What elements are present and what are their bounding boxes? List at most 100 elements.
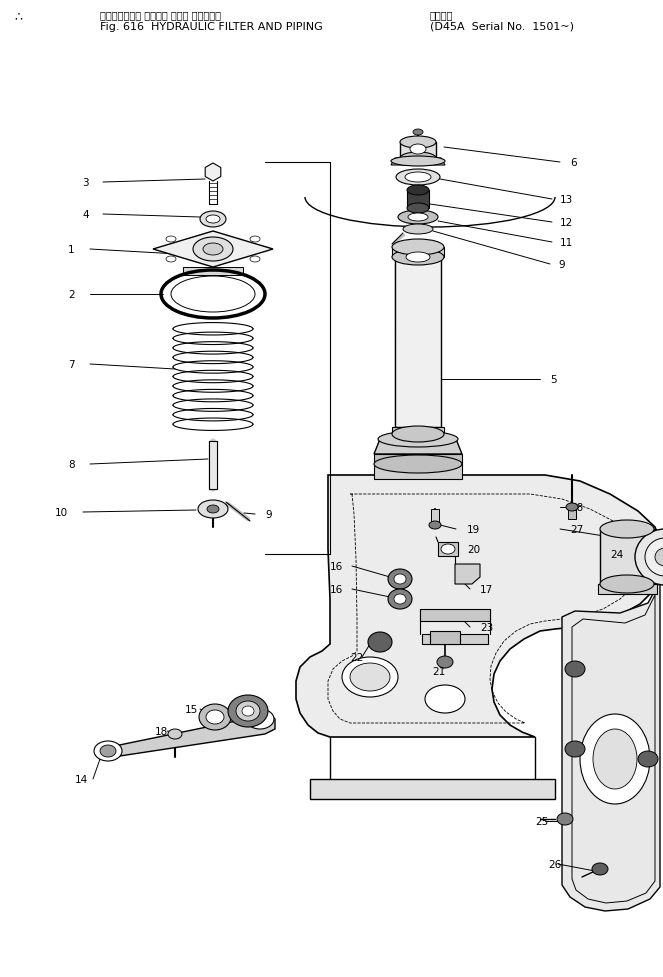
Ellipse shape [166,257,176,263]
Polygon shape [374,454,462,464]
Text: 20: 20 [467,544,480,554]
Ellipse shape [378,432,458,447]
Polygon shape [391,159,445,166]
Polygon shape [422,634,488,645]
Text: (D45A  Serial No.  1501~): (D45A Serial No. 1501~) [430,21,574,32]
Ellipse shape [166,236,176,242]
Text: ハイドロリック フィルタ および パイピング: ハイドロリック フィルタ および パイピング [100,10,221,20]
Bar [431,509,439,526]
Text: 7: 7 [68,360,75,369]
Ellipse shape [557,813,573,826]
Ellipse shape [203,243,223,256]
Text: 4: 4 [82,210,89,220]
Ellipse shape [193,237,233,262]
Ellipse shape [394,574,406,584]
Ellipse shape [638,751,658,767]
Text: 27: 27 [570,525,583,534]
Ellipse shape [242,706,254,716]
Ellipse shape [565,661,585,677]
Text: 24: 24 [610,549,623,560]
Text: 16: 16 [330,584,343,594]
Ellipse shape [392,427,444,443]
Text: 26: 26 [548,859,562,870]
Ellipse shape [400,137,436,149]
Text: 16: 16 [330,562,343,572]
Bar [209,442,217,489]
Text: 2: 2 [68,290,75,300]
Text: 9: 9 [558,260,565,270]
Text: 9: 9 [265,509,272,520]
Ellipse shape [392,239,444,256]
Text: 15: 15 [185,704,198,714]
Text: 適用号機: 適用号機 [430,10,453,20]
Ellipse shape [655,548,663,567]
Ellipse shape [342,658,398,698]
Polygon shape [95,714,275,759]
Bar [600,530,655,584]
Polygon shape [183,268,243,276]
Text: 25: 25 [535,816,548,827]
Ellipse shape [441,544,455,554]
Ellipse shape [429,522,441,530]
Ellipse shape [94,742,122,761]
Text: 3: 3 [82,178,89,188]
Text: 22: 22 [350,653,363,662]
Ellipse shape [408,214,428,222]
Text: 19: 19 [467,525,480,534]
Ellipse shape [206,710,224,724]
Ellipse shape [565,742,585,757]
Bar [438,542,458,557]
Ellipse shape [394,594,406,605]
Ellipse shape [600,521,654,538]
Polygon shape [310,780,555,799]
Ellipse shape [100,745,116,757]
Bar [568,507,576,520]
Ellipse shape [406,253,430,263]
Polygon shape [296,476,663,738]
Ellipse shape [368,632,392,653]
Text: 6: 6 [570,158,577,168]
Text: 28: 28 [570,502,583,513]
Text: 23: 23 [480,622,493,632]
Text: 8: 8 [68,459,75,470]
Ellipse shape [400,152,436,165]
Text: ∴: ∴ [14,10,22,23]
Ellipse shape [403,225,433,234]
Text: 11: 11 [560,237,573,248]
Ellipse shape [398,211,438,225]
Ellipse shape [200,212,226,228]
Bar [395,248,441,428]
Ellipse shape [635,530,663,585]
Text: 5: 5 [550,374,557,385]
Ellipse shape [566,503,578,512]
Ellipse shape [405,173,431,183]
Ellipse shape [199,704,231,730]
Ellipse shape [600,575,654,593]
Ellipse shape [388,570,412,589]
Polygon shape [153,232,273,268]
Polygon shape [392,428,444,435]
Ellipse shape [236,701,260,721]
Ellipse shape [250,236,260,242]
Text: 1: 1 [68,245,75,255]
Polygon shape [430,631,460,645]
Ellipse shape [407,186,429,195]
Polygon shape [562,581,660,912]
Ellipse shape [250,257,260,263]
Polygon shape [455,565,480,584]
Ellipse shape [350,663,390,692]
Ellipse shape [437,657,453,668]
Ellipse shape [392,250,444,266]
Ellipse shape [396,170,440,186]
Ellipse shape [410,145,426,154]
Ellipse shape [206,216,220,224]
Ellipse shape [407,204,429,214]
Polygon shape [374,440,462,454]
Ellipse shape [198,500,228,519]
Bar [598,584,657,594]
Ellipse shape [171,276,255,313]
Ellipse shape [592,863,608,875]
Bar [407,191,429,209]
Text: Fig. 616  HYDRAULIC FILTER AND PIPING: Fig. 616 HYDRAULIC FILTER AND PIPING [100,21,323,32]
Text: 21: 21 [432,666,446,676]
